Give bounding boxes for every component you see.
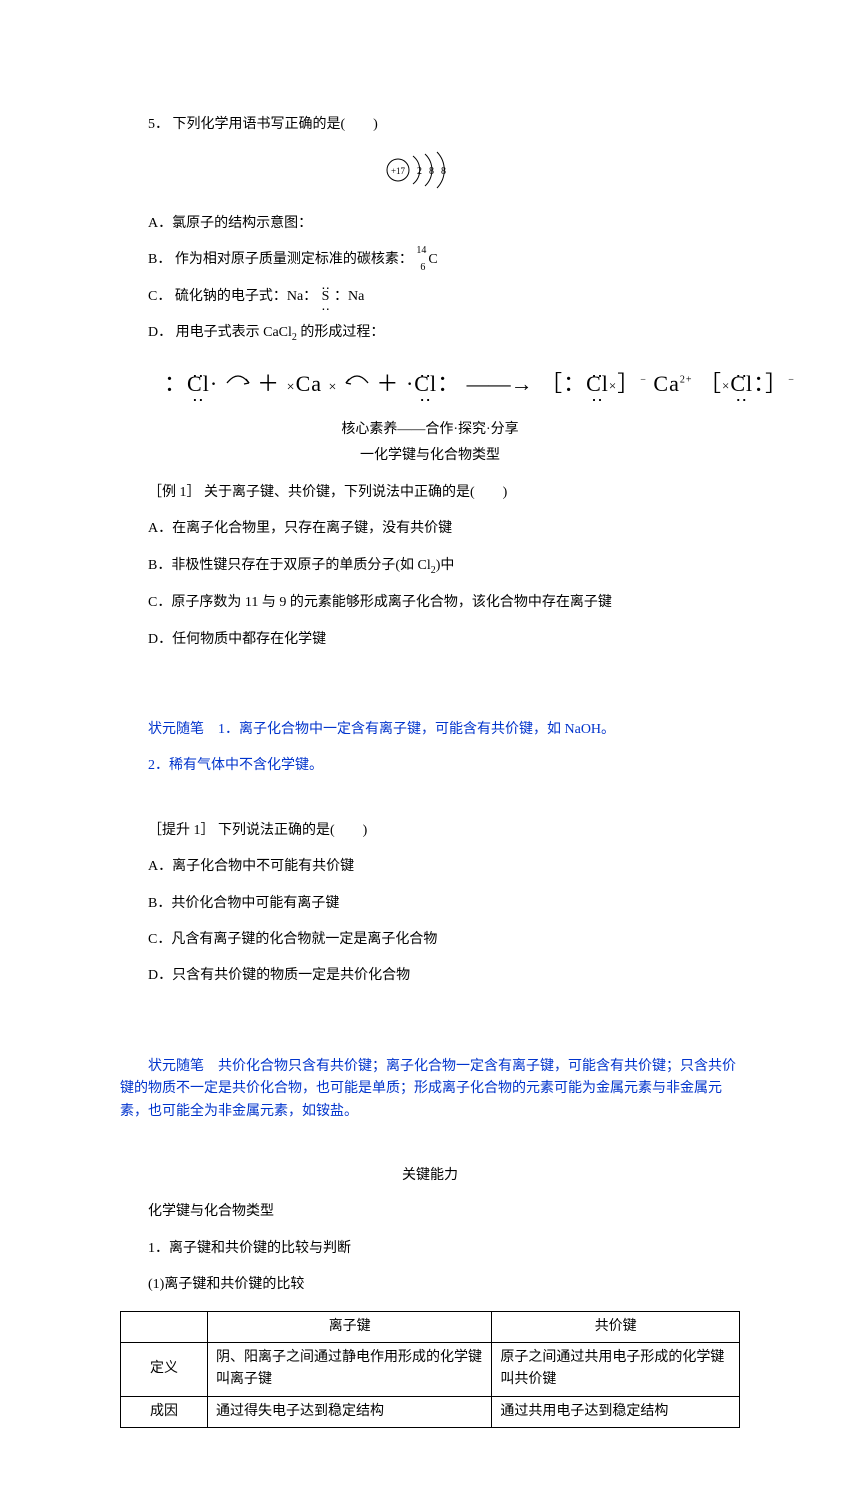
q5-number: 5． <box>148 117 169 132</box>
up1-c: C．凡含有离子键的化合物就一定是离子化合物 <box>120 929 740 951</box>
cl-prod1: Cl <box>586 371 609 396</box>
table-corner <box>121 1311 208 1342</box>
ex1-line: ［例 1］ 关于离子键、共价键，下列说法中正确的是( ) <box>120 482 740 504</box>
ex1-b-pre: B．非极性键只存在于双原子的单质分子(如 Cl <box>148 558 431 573</box>
rbr-2: ］ <box>765 371 788 396</box>
up1-label: ［提升 1］ <box>148 823 215 838</box>
cl-prod2: Cl <box>730 371 753 396</box>
x-3: × <box>609 378 617 393</box>
table-row: 离子键 共价键 <box>121 1311 740 1342</box>
lbr-1: ［ <box>540 371 563 396</box>
note2-text: 共价化合物只含有共价键；离子化合物一定含有离子键，可能含有共价键；只含共价键的物… <box>120 1059 736 1119</box>
optC-prefix: C． <box>148 289 171 304</box>
x-1: × <box>287 380 296 395</box>
note1-label: 状元随笔 <box>148 722 204 737</box>
sectionA-title: 核心素养——合作·探究·分享 <box>120 419 740 441</box>
spacer-3 <box>120 1002 740 1042</box>
table-r2c2: 通过共用电子达到稳定结构 <box>492 1396 740 1427</box>
note2: 状元随笔 共价化合物只含有共价键；离子化合物一定含有离子键，可能含有共价键；只含… <box>120 1056 740 1123</box>
keycap-line2: 1．离子键和共价键的比较与判断 <box>120 1238 740 1260</box>
cl-left: Cl <box>187 371 210 396</box>
svg-text:2: 2 <box>417 166 422 177</box>
keycap-line1: 化学键与化合物类型 <box>120 1201 740 1223</box>
ex1-stem: 关于离子键、共价键，下列说法中正确的是( ) <box>204 485 507 500</box>
q5-optC: C． 硫化钠的电子式：Na： S ：Na <box>120 286 740 308</box>
note1-l1: 状元随笔 1．离子化合物中一定含有离子键，可能含有共价键，如 NaOH。 <box>120 719 740 741</box>
optD-text: 用电子式表示 CaCl <box>176 325 292 340</box>
optC-text: 硫化钠的电子式：Na： <box>175 289 317 304</box>
minus-2: − <box>788 374 795 385</box>
plus-1: ＋ <box>257 371 280 396</box>
atom-center: +17 <box>391 166 406 176</box>
cl-right: Cl <box>414 371 437 396</box>
comparison-table: 离子键 共价键 定义 阴、阳离子之间通过静电作用形成的化学键叫离子键 原子之间通… <box>120 1311 740 1429</box>
arc-icon-2 <box>344 371 370 385</box>
table-h1: 离子键 <box>208 1311 492 1342</box>
optA-text: 氯原子的结构示意图： <box>172 213 312 235</box>
table-r1label: 定义 <box>121 1342 208 1396</box>
svg-text:8: 8 <box>441 166 446 177</box>
up1-stem: 下列说法正确的是( ) <box>218 823 367 838</box>
atom-diagram-svg: +17 2 8 8 <box>380 150 480 190</box>
ex1-b: B．非极性键只存在于双原子的单质分子(如 Cl2)中 <box>120 555 740 579</box>
spacer-4 <box>120 1137 740 1151</box>
table-r1c2: 原子之间通过共用电子形成的化学键叫共价键 <box>492 1342 740 1396</box>
table-r2label: 成因 <box>121 1396 208 1427</box>
rbr-1: ］ <box>617 371 640 396</box>
keycap-title: 关键能力 <box>120 1165 740 1187</box>
ex1-a: A．在离子化合物里，只存在离子键，没有共价键 <box>120 518 740 540</box>
optD-sub: 2 <box>292 332 297 343</box>
q5-optB: B． 作为相对原子质量测定标准的碳核素： 14 6 C <box>120 249 740 271</box>
x-2: × <box>329 380 338 395</box>
optB-text: 作为相对原子质量测定标准的碳核素： <box>175 252 413 267</box>
minus-1: − <box>640 374 647 385</box>
plus-2: ＋ <box>376 371 399 396</box>
arc-icon <box>225 371 251 385</box>
optD-prefix: D． <box>148 325 172 340</box>
optC-tail: ：Na <box>334 289 364 304</box>
ex1-c: C．原子序数为 11 与 9 的元素能够形成离子化合物，该化合物中存在离子键 <box>120 592 740 614</box>
table-r1c1: 阴、阳离子之间通过静电作用形成的化学键叫离子键 <box>208 1342 492 1396</box>
ca-prod: Ca <box>653 371 679 396</box>
table-r2c1: 通过得失电子达到稳定结构 <box>208 1396 492 1427</box>
optA-prefix: A． <box>148 213 172 235</box>
table-row: 成因 通过得失电子达到稳定结构 通过共用电子达到稳定结构 <box>121 1396 740 1427</box>
optC-S: S <box>321 286 331 308</box>
ex1-d: D．任何物质中都存在化学键 <box>120 629 740 651</box>
optD-tail: 的形成过程： <box>300 325 384 340</box>
isotope-sym: C <box>428 252 437 267</box>
note2-label: 状元随笔 <box>148 1059 204 1074</box>
note1-text1: 1．离子化合物中一定含有离子键，可能含有共价键，如 NaOH。 <box>218 722 615 737</box>
q5-optA: A． 氯原子的结构示意图： <box>120 213 740 235</box>
keycap-line3: (1)离子键和共价键的比较 <box>120 1274 740 1296</box>
isotope-mass: 14 <box>416 243 426 259</box>
up1-d: D．只含有共价键的物质一定是共价化合物 <box>120 965 740 987</box>
atom-diagram-wrap: +17 2 8 8 <box>120 150 740 198</box>
isotope: 14 6 C <box>416 249 437 271</box>
up1-a: A．离子化合物中不可能有共价键 <box>120 856 740 878</box>
cacl2-formation: ：Cl· ＋ ×Ca × ＋ ·Cl： ——→ ［：Cl×］− Ca2+ ［×C… <box>120 360 740 405</box>
ex1-label: ［例 1］ <box>148 485 201 500</box>
arrow: → <box>511 371 534 396</box>
svg-text:8: 8 <box>429 166 434 177</box>
note1-l2: 2．稀有气体中不含化学键。 <box>120 755 740 777</box>
q5-stem-text: 下列化学用语书写正确的是( ) <box>173 117 378 132</box>
table-row: 定义 阴、阳离子之间通过静电作用形成的化学键叫离子键 原子之间通过共用电子形成的… <box>121 1342 740 1396</box>
sectionA-subtitle: 一化学键与化合物类型 <box>120 445 740 467</box>
ca-charge: 2+ <box>680 374 693 385</box>
lbr-2: ［ <box>699 371 722 396</box>
ex1-b-post: )中 <box>436 558 455 573</box>
spacer-2 <box>120 792 740 806</box>
table-h2: 共价键 <box>492 1311 740 1342</box>
up1-b: B．共价化合物中可能有离子键 <box>120 893 740 915</box>
q5-stem: 5． 下列化学用语书写正确的是( ) <box>120 114 740 136</box>
isotope-atno: 6 <box>420 260 425 276</box>
q5-optD: D． 用电子式表示 CaCl2 的形成过程： <box>120 322 740 346</box>
ca-mid: Ca <box>296 371 322 396</box>
up1-line: ［提升 1］ 下列说法正确的是( ) <box>120 820 740 842</box>
spacer-1 <box>120 665 740 705</box>
optB-prefix: B． <box>148 252 171 267</box>
